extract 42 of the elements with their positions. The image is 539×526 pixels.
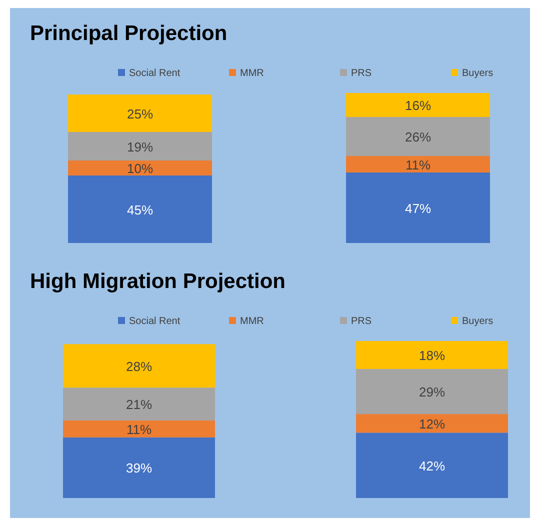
bar	[356, 432, 508, 498]
data-label: 12%	[418, 416, 446, 432]
data-label: 29%	[418, 384, 446, 400]
data-label: 28%	[126, 358, 152, 374]
legend-label: Social Rent	[129, 316, 180, 327]
bar	[63, 388, 215, 420]
data-label: 39%	[126, 460, 152, 476]
data-label: 45%	[126, 202, 154, 218]
data-label: 19%	[126, 139, 154, 154]
data-label: 10%	[126, 161, 154, 176]
bar	[346, 117, 490, 156]
data-label: 47%	[404, 200, 432, 216]
bar	[346, 172, 490, 243]
chart-title: High Migration Projection	[30, 270, 286, 293]
legend-label: PRS	[351, 316, 372, 327]
data-label: 11%	[126, 422, 152, 437]
bar	[63, 420, 215, 438]
bar	[346, 156, 490, 172]
bar	[356, 414, 508, 433]
data-label: 25%	[126, 106, 154, 122]
data-label: 11%	[405, 157, 431, 172]
bar	[68, 94, 212, 132]
legend-label: PRS	[351, 68, 372, 79]
bar	[68, 160, 212, 176]
bar	[68, 176, 212, 243]
bar	[356, 341, 508, 369]
bar	[68, 132, 212, 160]
data-label: 18%	[418, 348, 446, 363]
bar	[63, 344, 215, 388]
data-label: 26%	[404, 130, 432, 144]
bar	[63, 437, 215, 498]
legend-label: Buyers	[462, 316, 494, 327]
bar	[356, 368, 508, 414]
legend-label: Buyers	[462, 68, 494, 79]
legend-label: Social Rent	[129, 68, 180, 79]
bar	[346, 93, 490, 117]
legend-label: MMR	[240, 68, 264, 79]
data-label: 21%	[126, 396, 152, 412]
data-label: 16%	[404, 98, 432, 113]
chart-title: Principal Projection	[30, 22, 228, 45]
data-label: 42%	[418, 458, 446, 474]
legend-label: MMR	[240, 316, 264, 327]
